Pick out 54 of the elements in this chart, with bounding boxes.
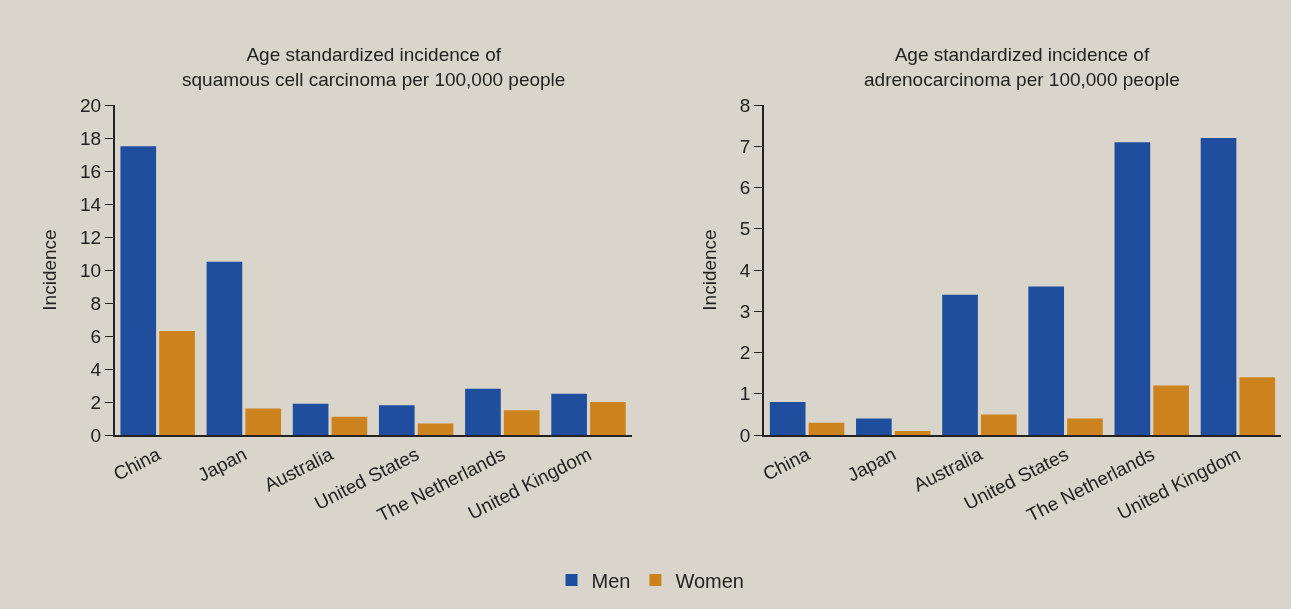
bar <box>245 408 282 435</box>
bar <box>1028 286 1065 435</box>
y-axis-title: Incidence <box>699 229 721 311</box>
y-tick-label: 8 <box>90 292 102 314</box>
y-tick-label: 12 <box>79 226 102 248</box>
bar <box>206 261 243 435</box>
bar <box>769 402 806 435</box>
y-tick-label: 20 <box>79 94 102 116</box>
y-tick-label: 10 <box>79 259 102 281</box>
y-tick-label: 5 <box>739 218 751 240</box>
chart-title: Age standardized incidence of adrenocarcinoma per 100,000 people <box>864 44 1180 90</box>
bar <box>159 331 195 435</box>
bar <box>331 416 368 435</box>
bar <box>378 405 415 435</box>
bar <box>1153 385 1189 435</box>
bar <box>417 423 454 435</box>
bar <box>465 388 501 435</box>
bar <box>1114 142 1151 435</box>
y-tick-label: 18 <box>79 127 102 149</box>
bar <box>551 393 587 435</box>
y-tick-label: 6 <box>739 177 751 199</box>
x-tick-label: Japan <box>194 443 250 486</box>
y-axis-title: Incidence <box>39 229 61 311</box>
bar <box>980 414 1017 435</box>
y-tick-label: 14 <box>79 193 102 215</box>
chart-title: Age standardized incidence of squamous cell carcinoma per 100,000 people <box>182 44 566 90</box>
x-tick-label: Japan <box>843 443 900 486</box>
y-tick-label: 16 <box>79 160 102 182</box>
bar <box>1239 377 1276 435</box>
y-tick-label: 6 <box>90 325 102 347</box>
x-tick-label: China <box>759 443 814 485</box>
y-tick-label: 8 <box>739 94 751 116</box>
y-tick-label: 0 <box>739 424 751 446</box>
legend-label: Women <box>675 569 744 592</box>
bar <box>590 402 626 435</box>
y-tick-label: 2 <box>739 342 751 364</box>
bar <box>942 294 978 435</box>
y-tick-label: 1 <box>739 383 751 405</box>
bar <box>808 422 845 435</box>
bar <box>292 403 329 435</box>
y-tick-label: 3 <box>739 300 751 322</box>
y-tick-label: 4 <box>90 358 102 380</box>
bar <box>503 410 540 435</box>
y-tick-label: 7 <box>739 135 751 157</box>
x-tick-label: China <box>110 443 165 485</box>
bar <box>1067 418 1103 435</box>
bar <box>894 430 931 435</box>
legend-label: Men <box>591 569 631 592</box>
y-tick-label: 0 <box>90 424 102 446</box>
y-tick-label: 2 <box>90 391 102 413</box>
bar <box>120 146 157 435</box>
y-tick-label: 4 <box>739 259 751 281</box>
bar <box>1200 138 1237 435</box>
bar <box>856 418 892 435</box>
